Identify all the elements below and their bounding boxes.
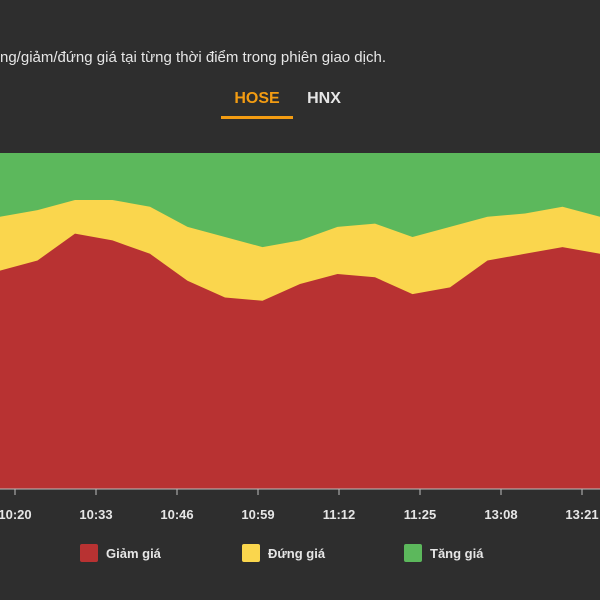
legend-label-giam-gia: Giảm giá <box>106 545 161 561</box>
legend-swatch-tang-gia <box>404 544 422 562</box>
legend-label-tang-gia: Tăng giá <box>430 545 484 561</box>
legend-item-giam-gia[interactable]: Giảm giá <box>80 544 161 562</box>
legend-item-dung-gia[interactable]: Đứng giá <box>242 544 325 562</box>
exchange-tabs: HOSE HNX <box>0 86 600 120</box>
chart-subtitle: ng/giảm/đứng giá tại từng thời điểm tron… <box>0 49 386 66</box>
area-giảm-giá <box>0 233 600 489</box>
x-tick-label: 10:46 <box>160 507 193 522</box>
x-tick-label: 11:25 <box>404 507 437 522</box>
legend-swatch-giam-gia <box>80 544 98 562</box>
x-tick-label: 13:21 <box>565 507 598 522</box>
tab-hnx[interactable]: HNX <box>307 90 341 107</box>
legend-item-tang-gia[interactable]: Tăng giá <box>404 544 483 562</box>
x-tick-label: 10:59 <box>241 507 274 522</box>
legend-label-dung-gia: Đứng giá <box>268 545 326 561</box>
legend-swatch-dung-gia <box>242 544 260 562</box>
market-breadth-chart: 10:20 10:33 10:46 10:59 11:12 11:25 13:08 13:21 <box>0 153 600 522</box>
x-tick-label: 10:20 <box>0 507 32 522</box>
tab-hose[interactable]: HOSE <box>221 86 293 119</box>
x-tick-label: 11:12 <box>323 507 356 522</box>
x-tick-label: 10:33 <box>79 507 112 522</box>
chart-legend: Giảm giá Đứng giá Tăng giá <box>0 544 600 566</box>
x-tick-label: 13:08 <box>484 507 517 522</box>
